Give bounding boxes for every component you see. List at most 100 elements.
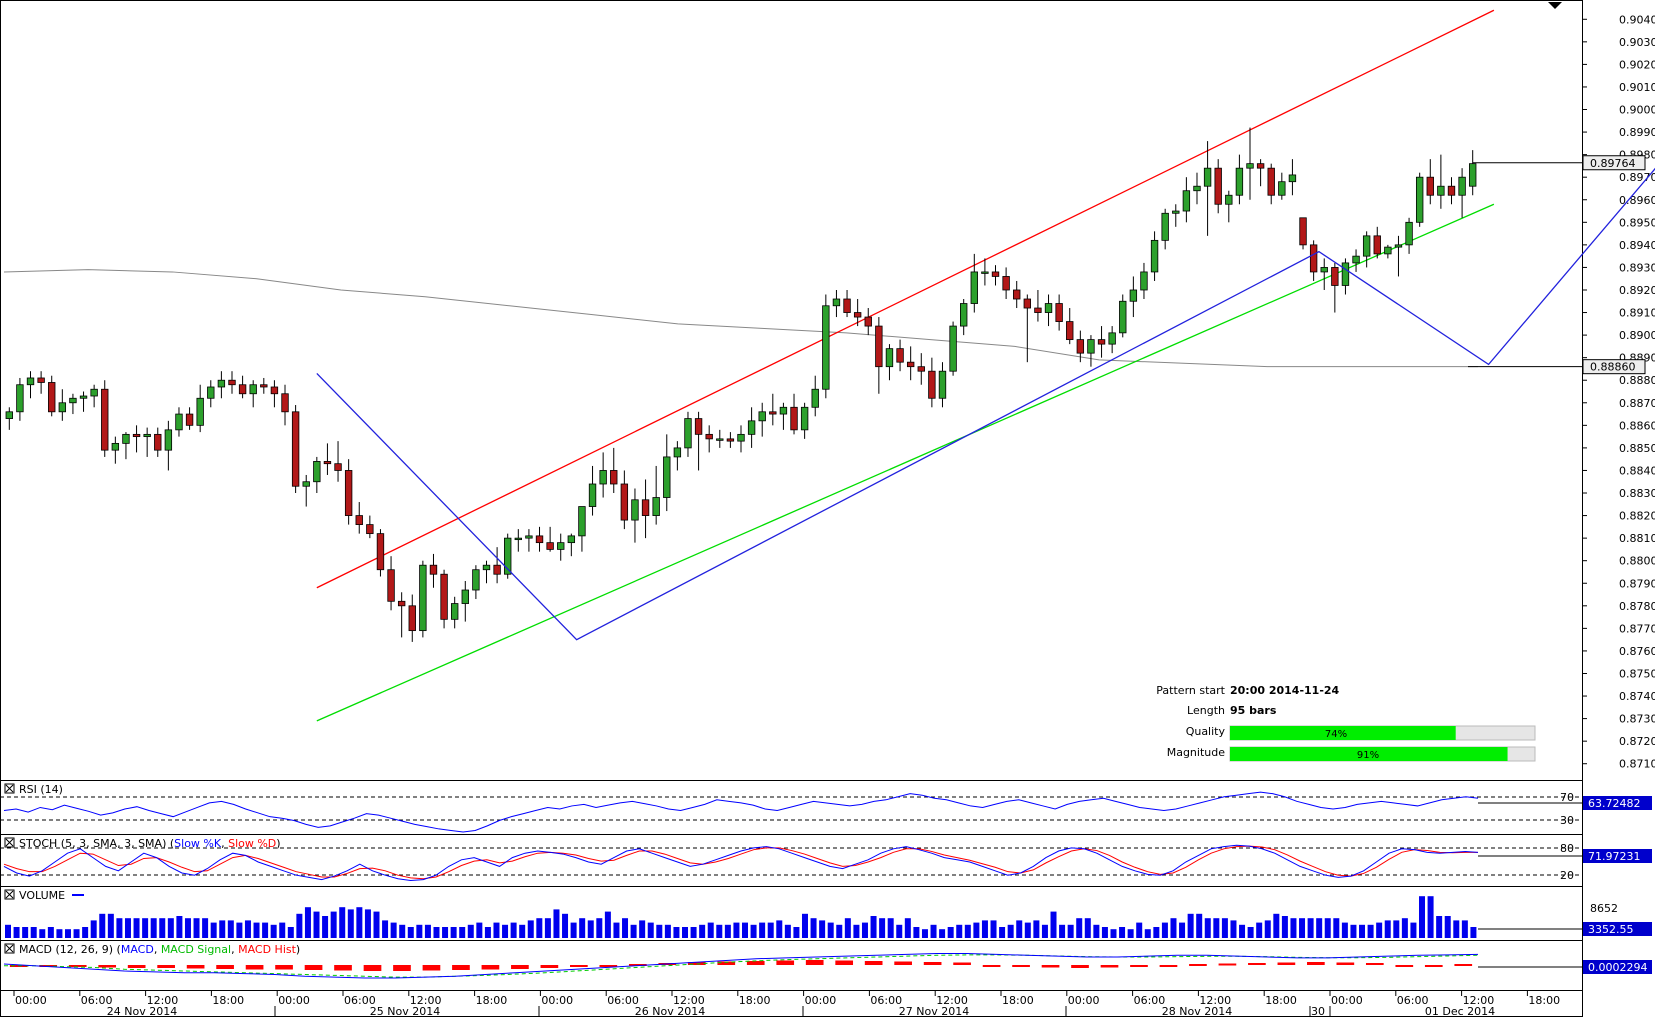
rsi-value: 63.72482 [1588,797,1641,810]
volume-bar [1230,920,1237,938]
macd-hist-bar [1041,965,1060,968]
candle-body [663,456,671,498]
volume-bar [167,918,174,938]
volume-bar [1453,920,1460,938]
macd-close-icon[interactable] [4,943,15,954]
volume-bar [639,920,646,938]
volume-bar [913,927,920,938]
candle-body [111,442,120,451]
volume-bar [1144,929,1151,938]
volume-bar [30,927,37,938]
price-tick-label: 0.8970 [1619,171,1655,184]
macd-hist-bar [599,965,618,967]
candle-body [132,433,141,438]
macd-hist-bar [157,965,175,968]
macd-hist-bar [127,965,146,968]
price-tick-label: 0.8850 [1619,442,1655,455]
price-tick-label: 0.9040 [1619,13,1655,26]
candle-body [1097,339,1106,345]
price-tick-label: 0.8920 [1619,284,1655,297]
candle-body [1426,176,1434,196]
volume-bar [1350,924,1357,938]
volume-bar [870,916,877,938]
volume-bar [202,918,209,938]
time-tick-label: 00:00 [15,994,47,1007]
scroll-marker-icon[interactable] [1548,2,1562,9]
candle-body [101,388,109,451]
macd-hist-bar [275,965,293,970]
volume-bar [844,918,851,938]
volume-bar [767,922,774,938]
macd-hist-bar [1277,962,1296,965]
volume-bar [459,927,466,938]
candle-body [1362,235,1371,257]
stoch-value: 71.97231 [1588,850,1641,863]
volume-bar [1187,913,1194,938]
stoch-box [1583,849,1652,863]
rsi-line [3,791,1479,833]
volume-bar [1290,918,1297,938]
candle-body [1225,194,1233,205]
stoch-level-80-label: 80 [1560,842,1574,855]
stoch-k-line [3,844,1479,881]
volume-close-icon[interactable] [4,889,15,900]
rsi-close-glyph [5,784,14,793]
candle-body [578,506,586,537]
macd-hist-bar [68,965,87,967]
pattern-start-label: Pattern start [1156,684,1225,697]
candle-body [164,429,173,451]
candle-body [461,589,469,604]
volume-bar [579,918,586,938]
price-tick-label: 0.8990 [1619,126,1655,139]
ma-value-box [1582,359,1646,375]
price-tick-label: 0.8960 [1619,194,1655,207]
time-tick-label: 00:00 [278,994,310,1007]
macd-hist-bar [98,965,117,968]
volume-bar [1273,913,1280,938]
candle-body [387,569,395,602]
volume-bar [382,920,389,938]
volume-bar [904,918,911,938]
candle-body [90,388,98,397]
stoch-close-icon[interactable] [4,837,15,848]
macd-hist-bar [923,962,942,965]
volume-bar [116,918,123,938]
candle-body [906,361,915,368]
candle-body [504,537,512,575]
candle-body [1373,235,1381,255]
volume-bar [939,929,946,938]
macd-hist-bar [717,961,736,965]
volume-bar [1093,924,1100,938]
rsi-close-icon[interactable] [4,783,15,794]
day-label: 01 Dec 2014 [1425,1005,1495,1017]
volume-bar [1410,922,1417,938]
volume-bar [296,913,303,938]
volume-bar [999,927,1006,938]
volume-bar [1281,916,1288,938]
macd-hist-bar [776,960,795,965]
volume-panel: VOLUME [4,889,84,902]
macd-hist-bar [186,965,205,969]
volume-bar [373,911,380,938]
macd-hist-bar [1248,963,1266,965]
volume-bar [776,920,783,938]
volume-bar [553,909,560,938]
volume-bar [484,927,491,938]
candle-body [1278,181,1286,196]
time-tick-label: 06:00 [344,994,376,1007]
macd-hist-bar [393,965,411,971]
macd-hist-bar [1100,965,1119,968]
candle-body [779,406,788,415]
time-tick-label: 18:00 [1528,994,1560,1007]
magnitude-bar-fill [1230,747,1508,761]
candle-body [1203,167,1212,187]
candle-body [440,573,448,620]
candle-body [1405,221,1413,246]
volume-bar [596,918,603,938]
length-value: 95 bars [1230,704,1277,717]
candle-body [1034,307,1042,313]
candle-body [408,605,416,632]
candle-body [567,535,576,544]
candle-body [1309,244,1318,273]
candle-body [1023,298,1032,309]
